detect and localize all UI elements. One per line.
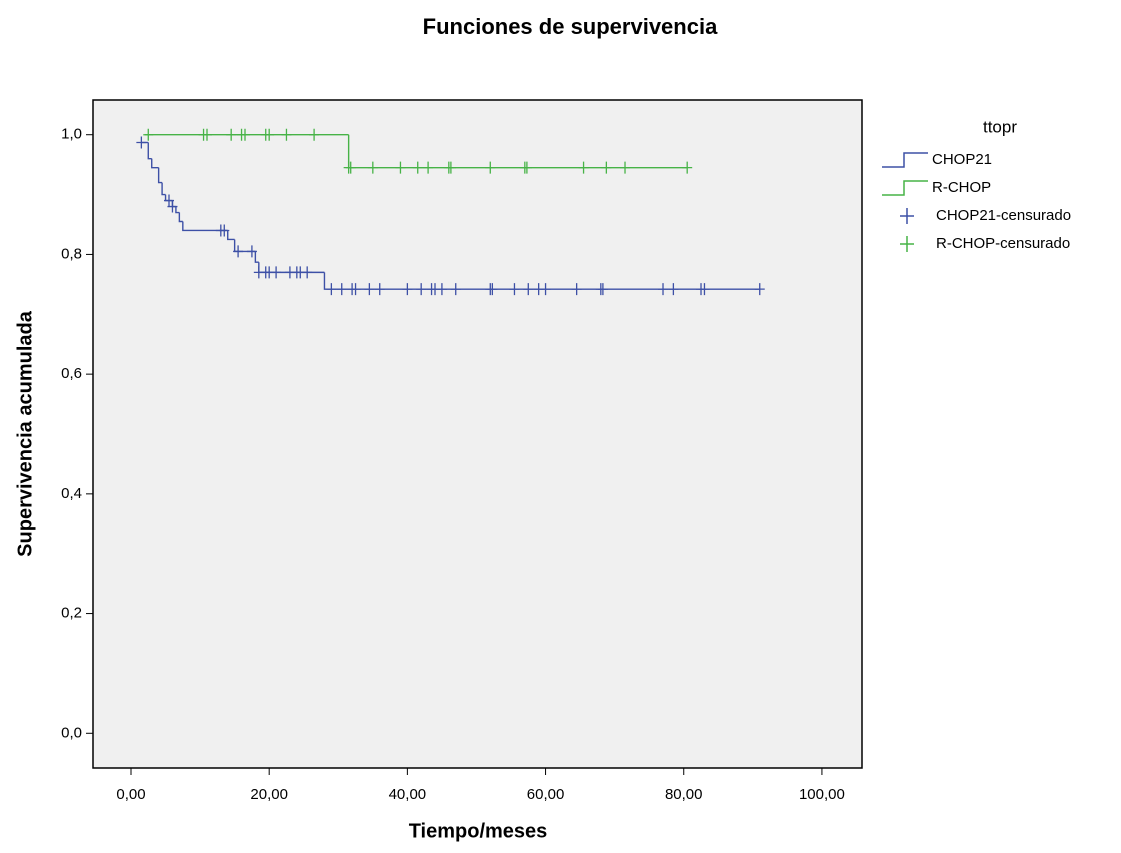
censor-mark (350, 283, 361, 296)
censor-mark (246, 245, 257, 258)
censor-mark (487, 283, 498, 296)
legend-swatch (900, 208, 914, 224)
x-axis-label: Tiempo/meses (409, 820, 548, 842)
x-tick-label: 20,00 (250, 786, 288, 803)
x-tick-label: 60,00 (527, 786, 565, 803)
censor-mark (578, 161, 589, 174)
censor-mark (219, 224, 230, 237)
x-tick-label: 0,00 (116, 786, 145, 803)
survival-step (157, 167, 163, 184)
y-tick-label: 0,2 (61, 605, 82, 622)
censor-mark (402, 283, 413, 296)
censor-mark (754, 283, 765, 296)
censor-mark (571, 283, 582, 296)
legend-title: ttopr (983, 117, 1017, 136)
legend-label: R-CHOP-censurado (936, 235, 1070, 252)
censor-mark (682, 161, 693, 174)
censor-mark (240, 128, 251, 141)
censor-mark (367, 161, 378, 174)
censor-mark (395, 161, 406, 174)
censor-mark (264, 128, 275, 141)
censor-mark (540, 283, 551, 296)
censor-mark (364, 283, 375, 296)
censor-mark (668, 283, 679, 296)
censor-mark (143, 128, 154, 141)
survival-step (161, 182, 166, 196)
censor-mark (345, 161, 356, 174)
censor-mark (226, 128, 237, 141)
legend-swatch (882, 180, 928, 196)
survival-step (323, 272, 760, 290)
censor-mark (450, 283, 461, 296)
censor-mark (326, 283, 337, 296)
legend-swatch (882, 152, 928, 168)
legend-label: CHOP21-censurado (936, 207, 1071, 224)
censor-mark (445, 161, 456, 174)
survival-step (254, 251, 259, 263)
censor-mark (281, 128, 292, 141)
censor-mark (521, 161, 532, 174)
censor-mark (271, 266, 282, 279)
plot-area (92, 99, 863, 769)
censor-mark (374, 283, 385, 296)
censor-mark (436, 283, 447, 296)
survival-step (182, 221, 228, 232)
censor-mark (309, 128, 320, 141)
censor-mark (620, 161, 631, 174)
censor-mark (658, 283, 669, 296)
legend-label: R-CHOP (932, 179, 991, 196)
x-tick-label: 80,00 (665, 786, 703, 803)
censor-mark (523, 283, 534, 296)
censor-mark (601, 161, 612, 174)
censor-mark (202, 128, 213, 141)
censor-mark (136, 136, 147, 149)
survival-step (227, 230, 235, 241)
survival-step (178, 212, 183, 223)
y-tick-label: 0,8 (61, 245, 82, 262)
censor-mark (485, 161, 496, 174)
censor-mark (233, 245, 244, 258)
y-tick-label: 0,0 (61, 724, 82, 741)
censor-mark (509, 283, 520, 296)
legend-label: CHOP21 (932, 151, 992, 168)
x-tick-label: 100,00 (799, 786, 845, 803)
censor-mark (423, 161, 434, 174)
censor-mark (302, 266, 313, 279)
y-tick-label: 0,4 (61, 485, 82, 502)
legend-swatch (900, 236, 914, 252)
censor-mark (412, 161, 423, 174)
censor-mark (167, 200, 178, 213)
y-tick-label: 1,0 (61, 126, 82, 143)
y-axis-label: Supervivencia acumulada (14, 310, 36, 557)
y-tick-label: 0,6 (61, 365, 82, 382)
censor-mark (336, 283, 347, 296)
x-tick-label: 40,00 (389, 786, 427, 803)
censor-mark (699, 283, 710, 296)
survival-step (175, 206, 180, 214)
survival-step (151, 158, 159, 169)
chart-title: Funciones de supervivencia (423, 14, 718, 39)
censor-mark (597, 283, 608, 296)
survival-step (147, 142, 152, 160)
censor-mark (416, 283, 427, 296)
